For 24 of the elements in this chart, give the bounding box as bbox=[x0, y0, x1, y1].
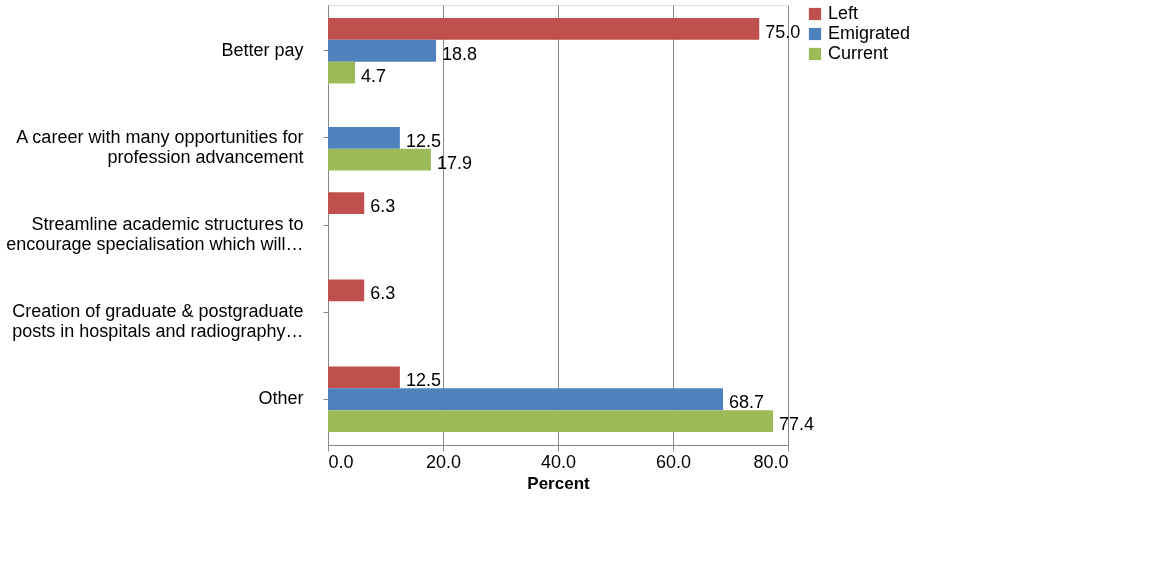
x-tick-label: 20.0 bbox=[425, 451, 462, 472]
data-label: 4.7 bbox=[361, 65, 387, 86]
legend-label: Emigrated bbox=[828, 23, 911, 43]
y-tick-label: Streamline academic structures to encourage specialisation which will… bbox=[6, 214, 304, 254]
legend-label: Current bbox=[828, 43, 889, 63]
y-tick-label: Creation of graduate & postgraduate posts in hospitals and radiography… bbox=[12, 301, 304, 342]
y-tick-label: A career with many opportunities for profession advancement bbox=[16, 126, 304, 167]
data-label: 17.9 bbox=[436, 152, 472, 173]
data-label: 68.7 bbox=[729, 392, 765, 413]
x-tick-label: 0.0 bbox=[328, 451, 354, 472]
x-tick-label: 80.0 bbox=[753, 451, 789, 472]
data-label: 6.3 bbox=[370, 196, 396, 217]
x-tick-label: 60.0 bbox=[655, 451, 692, 472]
data-label: 12.5 bbox=[405, 370, 441, 391]
data-label: 6.3 bbox=[370, 283, 396, 304]
x-tick-label: 40.0 bbox=[540, 451, 577, 472]
y-tick-label: Other bbox=[258, 388, 304, 409]
data-label: 77.4 bbox=[779, 414, 815, 435]
legend-label: Left bbox=[828, 3, 859, 23]
data-label: 12.5 bbox=[405, 130, 441, 151]
data-label: 18.8 bbox=[442, 43, 478, 64]
x-axis-title: Percent bbox=[527, 473, 591, 493]
y-tick-label: Better pay bbox=[221, 39, 304, 60]
data-label: 75.0 bbox=[765, 21, 801, 42]
